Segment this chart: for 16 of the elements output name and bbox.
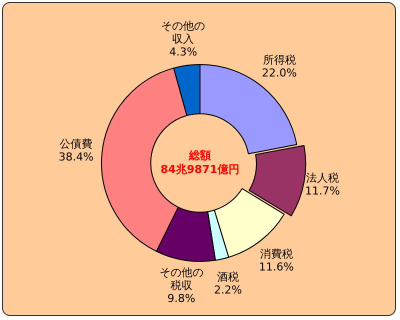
data-label: 2.2% [214,284,242,297]
data-label: 38.4% [58,150,94,164]
text: 84兆9871億円 [160,162,240,176]
data-label: 22.0% [262,66,297,80]
slice-label: その他の収入 [161,19,206,46]
data-label: 11.6% [258,260,294,274]
data-label: 11.7% [305,184,340,198]
slice-label: 法人税 [306,172,340,185]
text: 総額 [188,148,211,162]
slice-label: 公債費 [60,138,93,151]
slice-label: その他の税収 [159,266,204,292]
data-label: 9.8% [167,292,196,305]
slice-label: 消費税 [260,248,293,261]
data-label: 4.3% [169,45,198,58]
slice-label: 酒税 [216,270,239,284]
slice-label: 所得税 [262,53,296,66]
